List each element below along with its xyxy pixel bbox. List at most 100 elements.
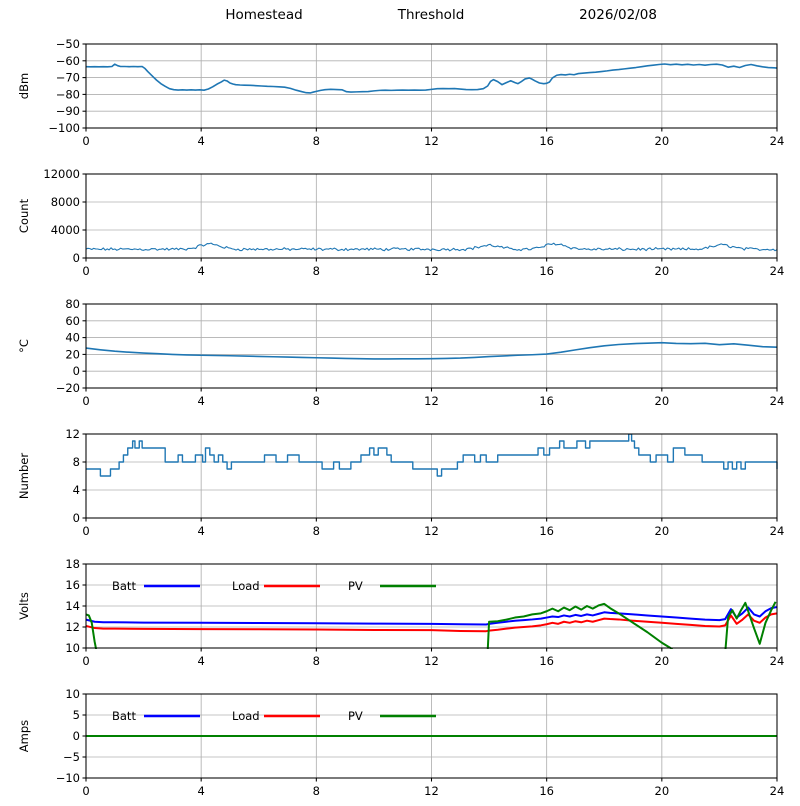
x-tick-label: 0 [82, 394, 89, 408]
figure-header: Homestead Threshold 2026/02/08 [0, 0, 800, 26]
legend-label-load: Load [232, 579, 260, 593]
x-tick-label: 8 [313, 394, 320, 408]
y-tick-label: −10 [56, 771, 80, 785]
y-tick-label: 12 [65, 427, 80, 441]
y-tick-label: 20 [65, 347, 80, 361]
series-line-satellites [86, 433, 778, 477]
y-tick-label: −70 [56, 71, 80, 85]
chart-triggers: Triggers/sec0400080001200004812162024Cou… [17, 156, 785, 286]
y-tick-label: 0 [73, 729, 80, 743]
x-tick-label: 12 [424, 654, 439, 668]
y-tick-label: 60 [65, 314, 80, 328]
legend-label-batt: Batt [112, 579, 136, 593]
y-tick-label: 10 [65, 687, 80, 701]
y-tick-label: 4 [73, 483, 80, 497]
x-tick-label: 4 [198, 264, 205, 278]
x-tick-label: 24 [770, 654, 785, 668]
series-line-pv [486, 602, 677, 654]
y-tick-label: 10 [65, 641, 80, 655]
clip-top [85, 286, 778, 304]
x-tick-label: 16 [539, 264, 554, 278]
clip-top [85, 416, 778, 434]
x-tick-label: 0 [82, 524, 89, 538]
x-tick-label: 12 [424, 524, 439, 538]
y-tick-label: −80 [56, 87, 80, 101]
x-tick-label: 8 [313, 524, 320, 538]
x-tick-label: 12 [424, 394, 439, 408]
clip-bottom [85, 129, 778, 156]
y-tick-label: −20 [56, 381, 80, 395]
x-tick-label: 8 [313, 134, 320, 148]
x-tick-label: 20 [655, 654, 670, 668]
x-tick-label: 4 [198, 784, 205, 798]
x-tick-label: 4 [198, 524, 205, 538]
chart-voltages: Voltages101214161804812162024VoltsBattLo… [17, 546, 785, 676]
x-tick-label: 16 [539, 524, 554, 538]
y-axis-label: dBm [17, 73, 31, 99]
chart-satellites: Satellites Tracked0481204812162024Number [17, 416, 785, 546]
series-line-pv [85, 613, 99, 657]
series-line-signal [85, 63, 778, 94]
x-tick-label: 20 [655, 524, 670, 538]
series-line-triggers [85, 242, 778, 252]
x-tick-label: 24 [770, 784, 785, 798]
clip-top [85, 26, 778, 44]
x-tick-label: 16 [539, 134, 554, 148]
x-tick-label: 20 [655, 264, 670, 278]
y-tick-label: 0 [73, 251, 80, 265]
y-tick-label: −50 [56, 37, 80, 51]
y-axis-label: Volts [17, 592, 31, 620]
y-tick-label: −5 [63, 750, 80, 764]
legend-label-load: Load [232, 709, 260, 723]
x-tick-label: 16 [539, 784, 554, 798]
y-tick-label: 4000 [51, 223, 80, 237]
y-tick-label: −90 [56, 104, 80, 118]
y-tick-label: 80 [65, 297, 80, 311]
header-svg: Homestead Threshold 2026/02/08 [225, 7, 657, 23]
y-tick-label: 40 [65, 331, 80, 345]
y-tick-label: 12000 [43, 167, 80, 181]
y-axis-label: °C [17, 339, 31, 353]
legend-label-batt: Batt [112, 709, 136, 723]
clip-bottom [85, 519, 778, 546]
series-line-pv [724, 601, 777, 654]
y-tick-label: 5 [73, 708, 80, 722]
x-tick-label: 24 [770, 394, 785, 408]
x-tick-label: 24 [770, 264, 785, 278]
x-tick-label: 20 [655, 134, 670, 148]
clip-top [85, 156, 778, 174]
panel-signal: −100 −90 −80 −70 −60 −50 0 4 8 12 16 20 24 dBm [0, 26, 800, 156]
header-station: Homestead [225, 7, 302, 23]
x-tick-label: 8 [313, 784, 320, 798]
x-tick-label: 8 [313, 264, 320, 278]
clip-bottom [85, 259, 778, 286]
y-tick-label: −100 [48, 121, 80, 135]
clip-top [85, 676, 778, 694]
x-tick-label: 0 [82, 784, 89, 798]
y-tick-label: 0 [73, 364, 80, 378]
clip-top [85, 546, 778, 564]
legend-label-pv: PV [348, 579, 363, 593]
x-tick-label: 12 [424, 784, 439, 798]
series-line-temperature [85, 341, 778, 360]
y-tick-label: 18 [65, 557, 80, 571]
x-tick-label: 16 [539, 654, 554, 668]
y-tick-label: −60 [56, 54, 80, 68]
x-tick-label: 12 [424, 134, 439, 148]
y-tick-label: 0 [73, 511, 80, 525]
x-tick-label: 0 [82, 654, 89, 668]
x-tick-label: 4 [198, 654, 205, 668]
x-tick-label: 0 [82, 264, 89, 278]
x-tick-label: 0 [82, 134, 89, 148]
y-tick-label: 8 [73, 455, 80, 469]
x-tick-label: 24 [770, 524, 785, 538]
panel-currents: Currents−10−5051004812162024AmpsBattLoad… [0, 676, 800, 806]
panel-triggers: Triggers/sec0400080001200004812162024Cou… [0, 156, 800, 286]
x-tick-label: 8 [313, 654, 320, 668]
y-axis-label: Amps [17, 720, 31, 752]
x-tick-label: 24 [770, 134, 785, 148]
series-line-load [85, 612, 778, 633]
chart-signal: −100 −90 −80 −70 −60 −50 0 4 8 12 16 20 24 dBm [17, 26, 785, 156]
